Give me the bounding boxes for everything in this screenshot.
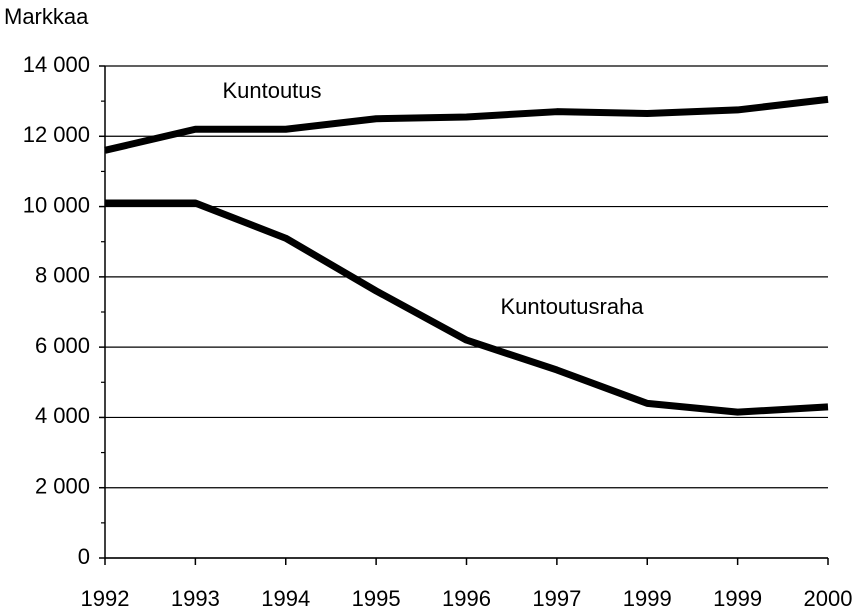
series-line bbox=[104, 95, 829, 154]
y-tick-label: 8 000 bbox=[35, 263, 90, 288]
series-label: Kuntoutus bbox=[222, 78, 321, 103]
y-tick-label: 4 000 bbox=[35, 403, 90, 428]
y-tick-label: 0 bbox=[78, 544, 90, 569]
series-label: Kuntoutusraha bbox=[500, 294, 644, 319]
x-tick-label: 1999 bbox=[713, 586, 762, 611]
y-tick-label: 14 000 bbox=[23, 52, 90, 77]
x-tick-label: 1999 bbox=[623, 586, 672, 611]
x-tick-label: 1996 bbox=[442, 586, 491, 611]
x-tick-label: 1993 bbox=[171, 586, 220, 611]
y-tick-label: 12 000 bbox=[23, 122, 90, 147]
x-tick-label: 1992 bbox=[81, 586, 130, 611]
y-tick-label: 10 000 bbox=[23, 192, 90, 217]
series-line bbox=[105, 199, 829, 416]
y-tick-label: 2 000 bbox=[35, 474, 90, 499]
x-tick-label: 2000 bbox=[804, 586, 853, 611]
x-tick-label: 1994 bbox=[261, 586, 310, 611]
x-tick-label: 1997 bbox=[532, 586, 581, 611]
y-axis-label: Markkaa bbox=[4, 4, 89, 29]
x-tick-label: 1995 bbox=[352, 586, 401, 611]
y-tick-label: 6 000 bbox=[35, 333, 90, 358]
